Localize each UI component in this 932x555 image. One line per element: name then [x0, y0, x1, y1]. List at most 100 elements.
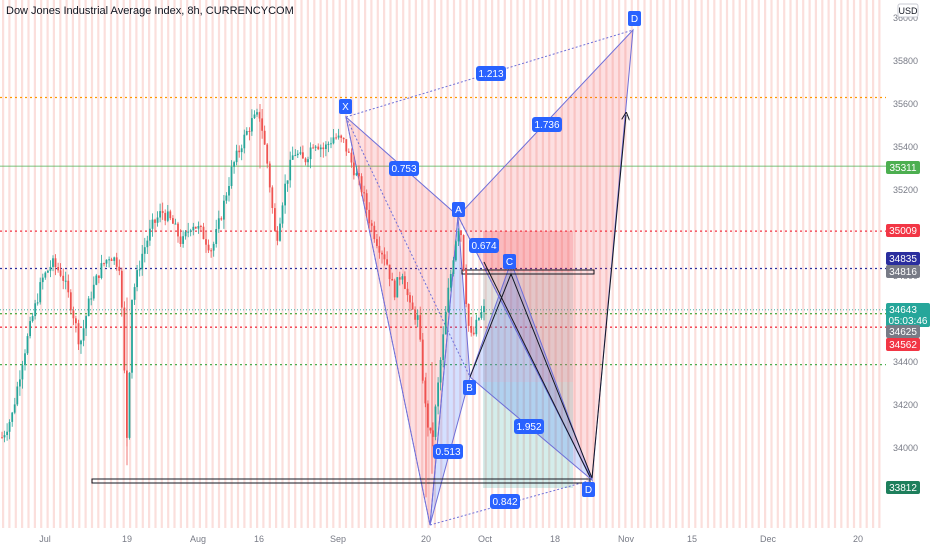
- candle-body: [327, 143, 330, 145]
- time-scale[interactable]: Jul 19 Aug 16 Sep 20 Oct 18 Nov 15 Dec 20: [39, 534, 863, 544]
- session-stripe: [268, 0, 271, 528]
- session-stripe: [65, 0, 68, 528]
- session-stripe: [148, 0, 151, 528]
- candle-body: [136, 270, 138, 288]
- candle-body: [416, 315, 419, 320]
- candle-body: [166, 211, 169, 221]
- session-stripe: [846, 0, 849, 528]
- session-stripe: [554, 0, 557, 528]
- candle-body: [434, 406, 437, 437]
- candle-body: [215, 229, 218, 244]
- candle-body: [169, 211, 172, 219]
- session-stripe: [281, 0, 284, 528]
- candle-body: [271, 187, 274, 208]
- candle-body: [388, 264, 391, 280]
- candle-body: [13, 404, 16, 413]
- price-tick-label: 34200: [893, 400, 918, 410]
- session-stripe: [14, 0, 17, 528]
- point-label-a[interactable]: A: [452, 202, 465, 217]
- candle-body: [141, 253, 144, 270]
- candle-body: [47, 270, 49, 273]
- candle-body: [294, 155, 297, 157]
- session-stripe: [344, 0, 348, 528]
- point-label-d-lower[interactable]: D: [582, 482, 595, 497]
- point-label-d-upper[interactable]: D: [628, 11, 641, 26]
- session-stripe: [649, 0, 652, 528]
- session-stripe: [402, 0, 405, 528]
- candle-body: [77, 323, 80, 345]
- session-stripe: [529, 0, 532, 528]
- candle-body: [207, 244, 210, 251]
- candle-body: [223, 200, 225, 220]
- candle-body: [105, 259, 108, 264]
- candle-body: [404, 276, 406, 289]
- candle-body: [314, 146, 317, 148]
- session-stripe: [852, 0, 856, 528]
- session-stripe: [668, 0, 671, 528]
- session-stripe: [414, 0, 417, 528]
- session-stripe: [186, 0, 189, 528]
- session-stripe: [675, 0, 678, 528]
- candle-body: [44, 272, 47, 278]
- price-tick-label: 35400: [893, 142, 918, 152]
- session-stripe: [300, 0, 303, 528]
- candle-body: [192, 226, 195, 231]
- projection-path[interactable]: [469, 115, 626, 479]
- candle-body: [296, 153, 299, 156]
- ratio-text: 1.952: [516, 422, 541, 433]
- point-label-b[interactable]: B: [463, 380, 476, 395]
- session-stripe: [465, 0, 468, 528]
- candle-body: [432, 430, 434, 437]
- candle-body: [235, 150, 238, 163]
- session-stripe: [694, 0, 697, 528]
- session-stripe: [535, 0, 538, 528]
- candle-body: [368, 209, 371, 224]
- candle-body: [159, 211, 161, 218]
- session-stripe: [592, 0, 595, 528]
- candle-body: [414, 309, 416, 320]
- badge-text: 34625: [889, 327, 917, 338]
- session-stripe: [491, 0, 494, 528]
- point-label-c[interactable]: C: [503, 254, 516, 269]
- candle-body: [342, 137, 345, 140]
- resistance-box[interactable]: [461, 269, 595, 275]
- session-stripe: [236, 0, 240, 528]
- ratio-label-0842: 0.842: [490, 494, 520, 509]
- candle-body: [381, 252, 383, 255]
- candle-body: [8, 422, 11, 432]
- candle-body: [194, 226, 197, 229]
- harmonic-pattern[interactable]: [345, 28, 634, 526]
- price-badge-34562: 34562: [886, 338, 920, 351]
- candle-body: [85, 316, 87, 329]
- session-stripe: [2, 0, 5, 528]
- candle-body: [322, 147, 325, 150]
- candle-body: [179, 236, 182, 244]
- support-box[interactable]: [91, 478, 591, 484]
- session-stripe: [630, 0, 633, 528]
- ratio-text: 1.736: [534, 120, 559, 131]
- candle-body: [151, 219, 154, 229]
- price-tick-label: 34400: [893, 357, 918, 367]
- countdown-text: 05:03:46: [889, 316, 928, 327]
- candle-body: [164, 212, 167, 221]
- candle-body: [340, 135, 343, 138]
- session-stripe: [440, 0, 443, 528]
- candle-body: [26, 336, 29, 354]
- position-reward-zone: [483, 382, 573, 488]
- position-box[interactable]: [483, 231, 573, 488]
- candle-body: [353, 162, 355, 176]
- candle-body: [462, 235, 465, 271]
- session-stripe: [802, 0, 805, 528]
- point-label-x[interactable]: X: [339, 99, 352, 114]
- candle-body: [355, 173, 358, 176]
- session-stripe: [643, 0, 646, 528]
- session-stripe: [783, 0, 786, 528]
- candle-body: [266, 144, 269, 164]
- candle-body: [202, 226, 205, 240]
- currency-button[interactable]: USD: [897, 3, 919, 18]
- candle-body: [230, 166, 233, 186]
- candle-body: [335, 137, 337, 139]
- session-stripe: [865, 0, 868, 528]
- candle-body: [197, 226, 200, 229]
- session-stripe: [205, 0, 208, 528]
